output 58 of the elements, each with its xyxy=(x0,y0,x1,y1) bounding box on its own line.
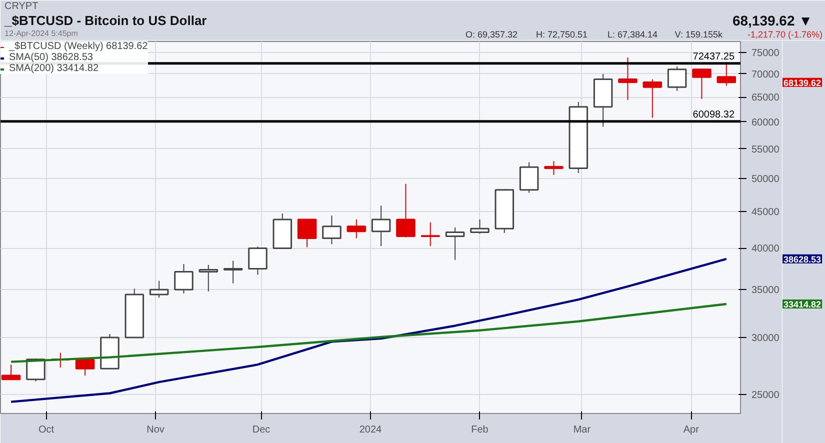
chart-title: _$BTCUSD - Bitcoin to US Dollar xyxy=(4,13,207,28)
candlestick xyxy=(445,226,465,260)
text: -1,217.70 (-1.76%) xyxy=(747,30,823,40)
candlestick xyxy=(642,78,662,118)
x-tick-label: Feb xyxy=(471,424,489,436)
candlestick xyxy=(174,264,194,294)
legend-label: SMA(200) 33414.82 xyxy=(9,63,99,74)
candlestick xyxy=(297,218,317,248)
x-tick-label: Mar xyxy=(573,424,592,436)
text: H: 72,750.51 xyxy=(536,30,588,40)
candlestick xyxy=(248,246,268,276)
candlestick xyxy=(371,205,391,247)
x-tick-label: Apr xyxy=(683,424,700,436)
y-tick-label: 60000 xyxy=(752,117,780,128)
candlestick xyxy=(223,260,243,284)
ref-line-label: 72437.25 xyxy=(692,51,735,62)
candlestick xyxy=(618,57,638,100)
legend-label: SMA(50) 38628.53 xyxy=(9,52,93,63)
line-series xyxy=(10,258,728,403)
x-tick-label: Nov xyxy=(146,424,164,436)
text: CRYPT xyxy=(4,1,38,12)
text: 38628.53 xyxy=(784,254,822,264)
y-tick-label: 30000 xyxy=(752,333,780,344)
x-tick-label: Oct xyxy=(38,424,54,436)
text: V: 159.155k xyxy=(674,30,723,40)
text: 68139.62 xyxy=(784,78,822,88)
x-tick-label: Dec xyxy=(252,424,270,436)
y-tick-label: 40000 xyxy=(752,244,780,255)
line-series xyxy=(10,302,728,363)
y-tick-label: 50000 xyxy=(752,174,780,186)
x-tick-label: 2024 xyxy=(359,424,382,436)
text: 33414.82 xyxy=(784,300,822,310)
candlestick xyxy=(346,218,366,239)
candlestick xyxy=(396,183,416,238)
candlestick xyxy=(149,280,169,298)
y-tick-label: 35000 xyxy=(752,285,780,296)
candlestick xyxy=(420,222,440,247)
ref-line-label: 60098.32 xyxy=(692,109,735,120)
candlestick xyxy=(198,264,218,292)
y-tick-label: 75000 xyxy=(752,48,780,59)
text: 68,139.62 ▼ xyxy=(732,12,813,28)
candlestick xyxy=(322,215,342,245)
y-tick-label: 55000 xyxy=(752,144,780,156)
candlestick xyxy=(519,162,539,194)
text: L: 67,384.14 xyxy=(607,30,658,40)
chart-subtitle: 12-Apr-2024 5:45pm xyxy=(4,29,78,38)
text: O: 69,357.32 xyxy=(465,30,518,40)
candlestick xyxy=(692,68,712,100)
candlestick xyxy=(1,364,21,380)
y-tick-label: 65000 xyxy=(752,92,780,104)
y-tick-label: 45000 xyxy=(752,206,780,218)
legend-label: _$BTCUSD (Weekly) 68139.62 xyxy=(9,41,148,52)
candlestick xyxy=(470,218,490,234)
candlestick xyxy=(75,358,95,376)
candlestick xyxy=(544,160,564,176)
y-tick-label: 70000 xyxy=(752,69,780,80)
candlestick xyxy=(667,66,687,92)
y-tick-label: 25000 xyxy=(752,390,780,401)
